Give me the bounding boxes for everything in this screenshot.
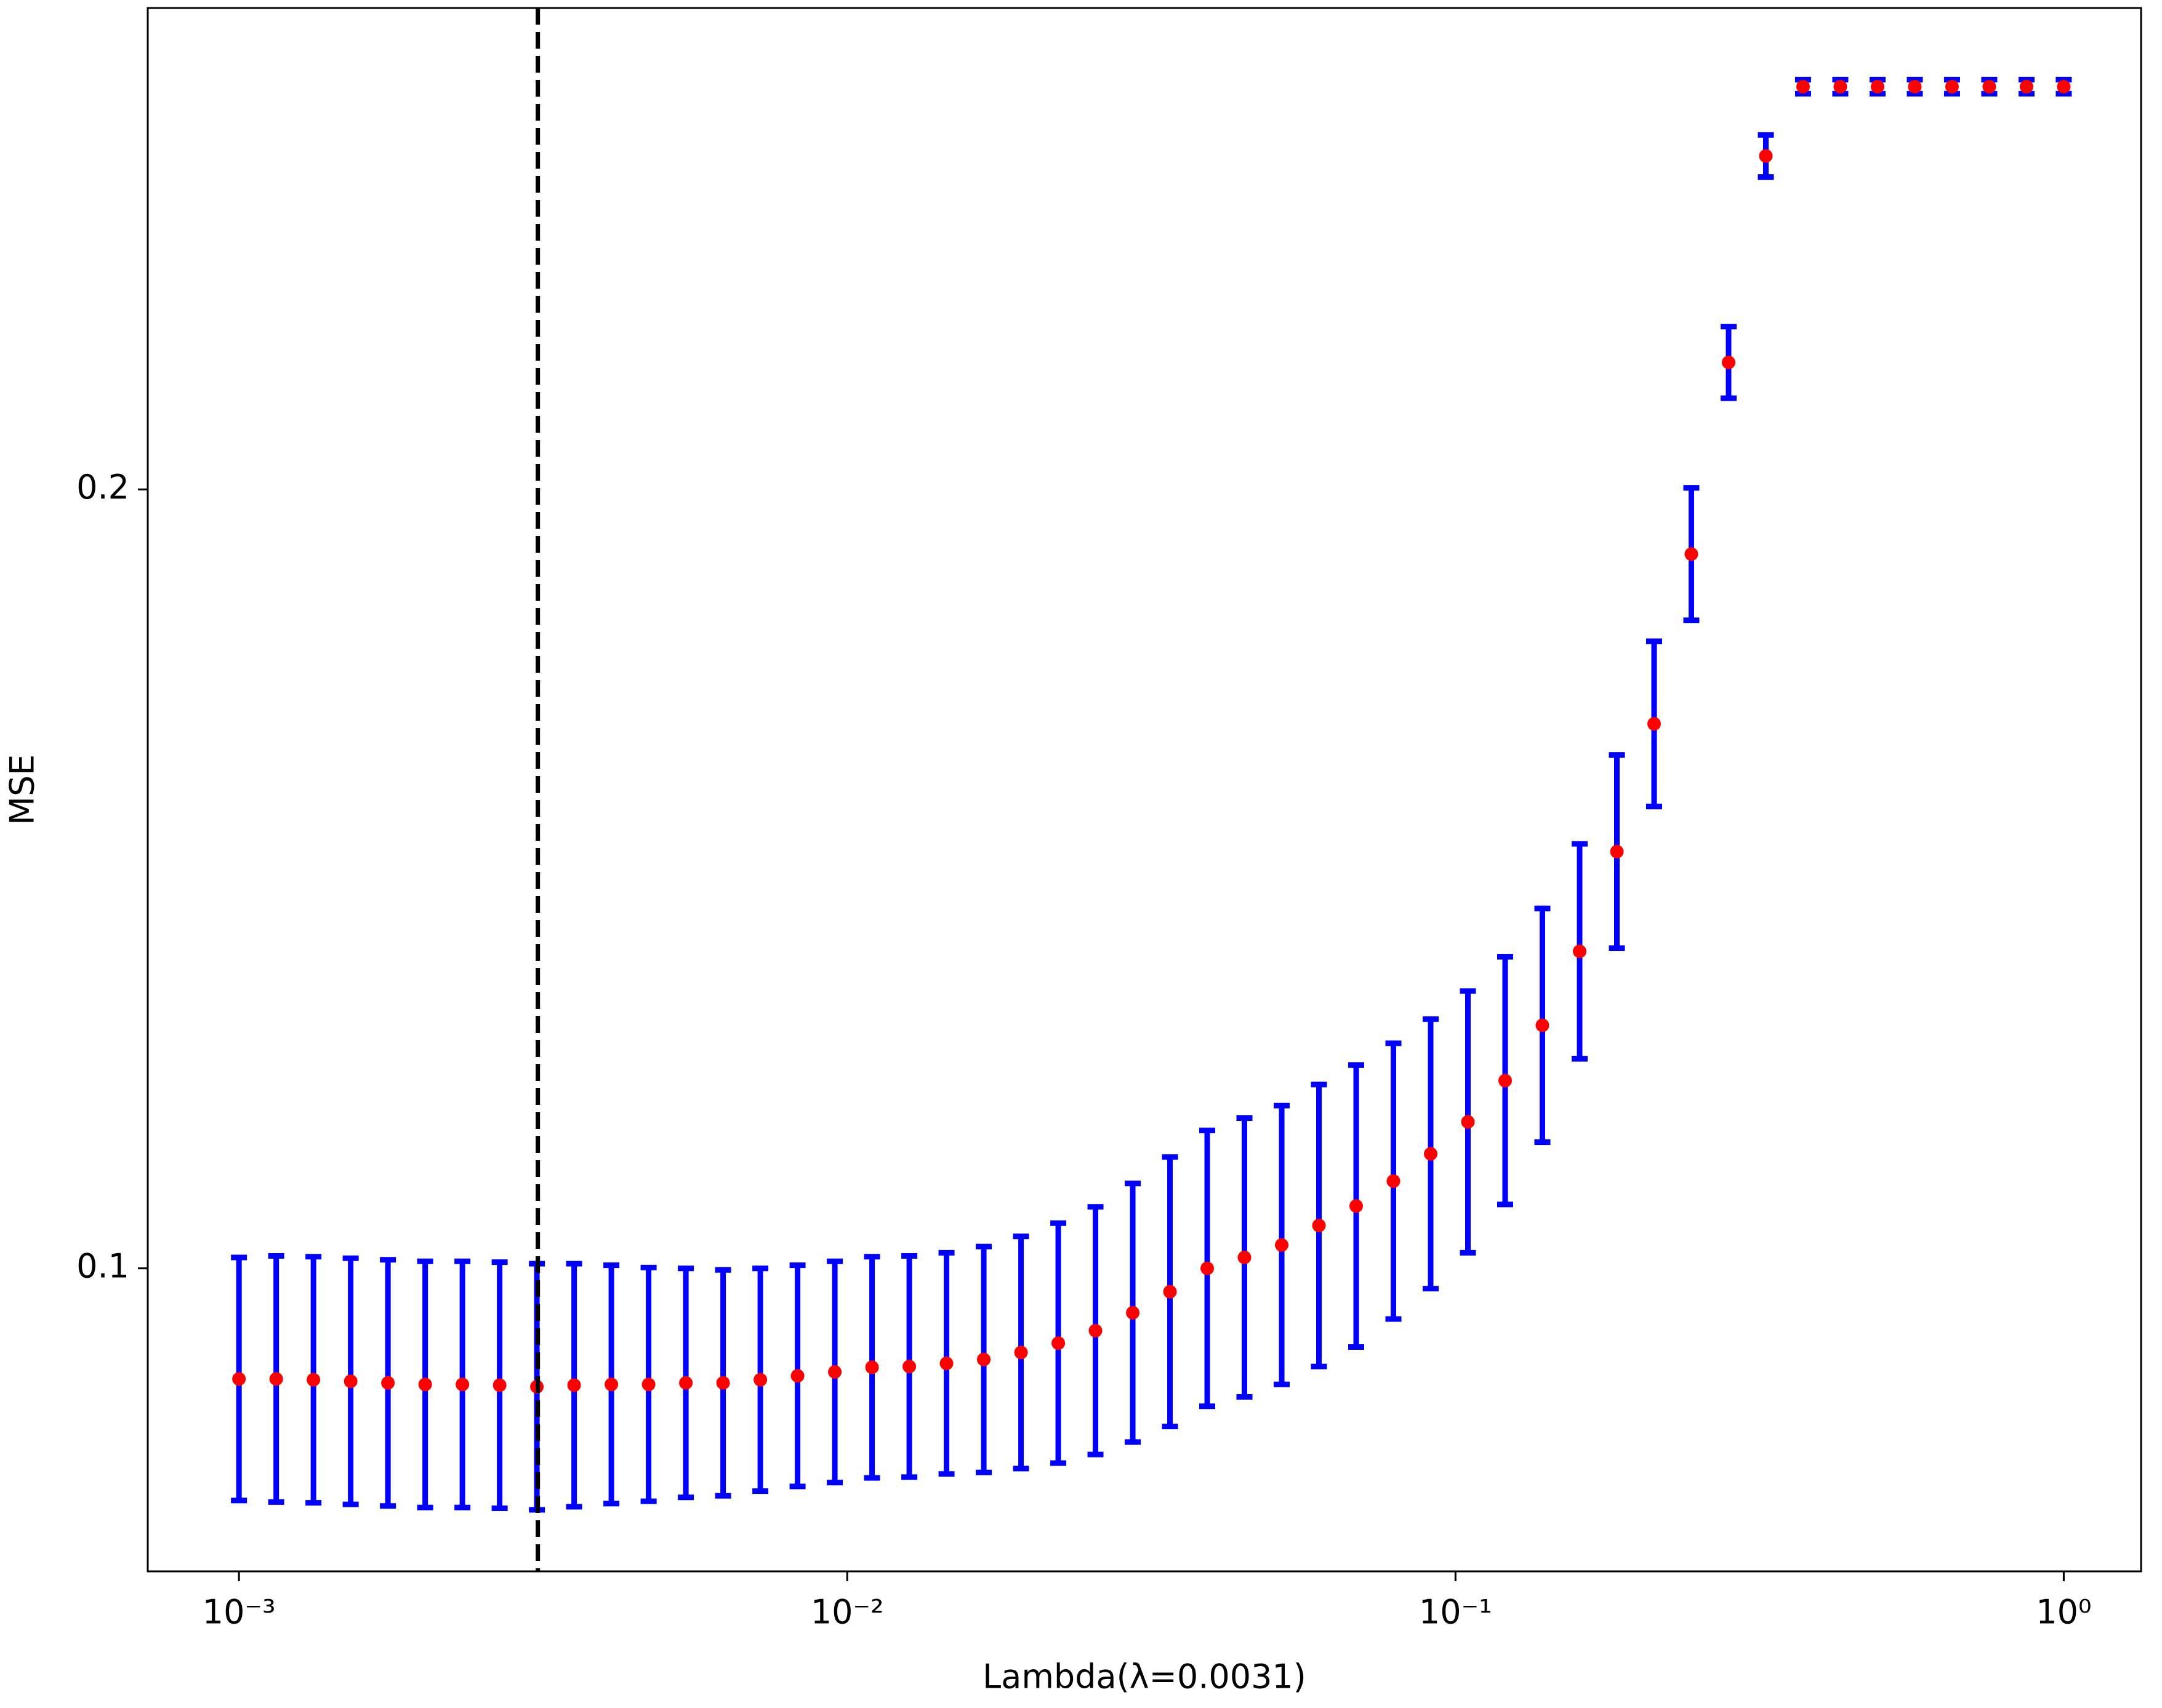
point xyxy=(456,1377,470,1392)
point xyxy=(381,1376,395,1390)
point xyxy=(1647,717,1661,731)
x-axis-label: Lambda(λ=0.0031) xyxy=(983,1658,1306,1696)
point xyxy=(828,1365,842,1379)
point xyxy=(344,1374,358,1389)
point xyxy=(1908,79,1922,94)
x-tick-label: 10⁻¹ xyxy=(1419,1593,1492,1632)
point xyxy=(307,1373,321,1387)
point xyxy=(1237,1250,1252,1264)
x-tick-label: 10⁻² xyxy=(811,1593,884,1632)
point xyxy=(2019,79,2033,94)
point xyxy=(679,1376,693,1390)
point xyxy=(1945,79,1959,94)
y-axis-label: MSE xyxy=(3,755,42,825)
axes-frame xyxy=(147,7,2142,1573)
point xyxy=(641,1377,656,1392)
y-tick-label: 0.2 xyxy=(76,468,129,507)
point xyxy=(1275,1238,1289,1252)
point xyxy=(1982,79,1996,94)
point xyxy=(1349,1199,1364,1213)
point xyxy=(1126,1305,1140,1320)
point xyxy=(1498,1073,1512,1088)
point xyxy=(1610,844,1624,859)
point xyxy=(977,1352,991,1366)
point xyxy=(1163,1285,1177,1299)
point xyxy=(1796,79,1810,94)
point xyxy=(1424,1147,1438,1161)
x-tick-label: 10⁻³ xyxy=(203,1593,276,1632)
point xyxy=(1833,79,1847,94)
point xyxy=(790,1369,805,1383)
point xyxy=(418,1377,432,1392)
point xyxy=(902,1360,917,1374)
point xyxy=(1014,1345,1028,1360)
point xyxy=(1759,149,1773,163)
point xyxy=(865,1360,879,1374)
point xyxy=(492,1378,507,1392)
point xyxy=(232,1372,246,1386)
point xyxy=(1386,1174,1400,1188)
point xyxy=(1461,1115,1475,1129)
point xyxy=(939,1357,954,1371)
point xyxy=(1870,79,1884,94)
point xyxy=(605,1377,619,1392)
point xyxy=(567,1378,581,1392)
x-tick-label: 10⁰ xyxy=(2036,1593,2091,1632)
y-tick-label: 0.1 xyxy=(76,1246,129,1285)
point xyxy=(1535,1018,1549,1032)
point xyxy=(2057,79,2071,94)
point xyxy=(1312,1219,1326,1233)
point xyxy=(1721,355,1735,369)
point xyxy=(1200,1261,1215,1275)
point xyxy=(1572,944,1586,958)
point xyxy=(1051,1336,1066,1350)
point xyxy=(1684,547,1698,561)
point xyxy=(716,1376,730,1390)
point xyxy=(1088,1323,1103,1337)
point xyxy=(753,1373,768,1387)
point xyxy=(269,1372,283,1386)
